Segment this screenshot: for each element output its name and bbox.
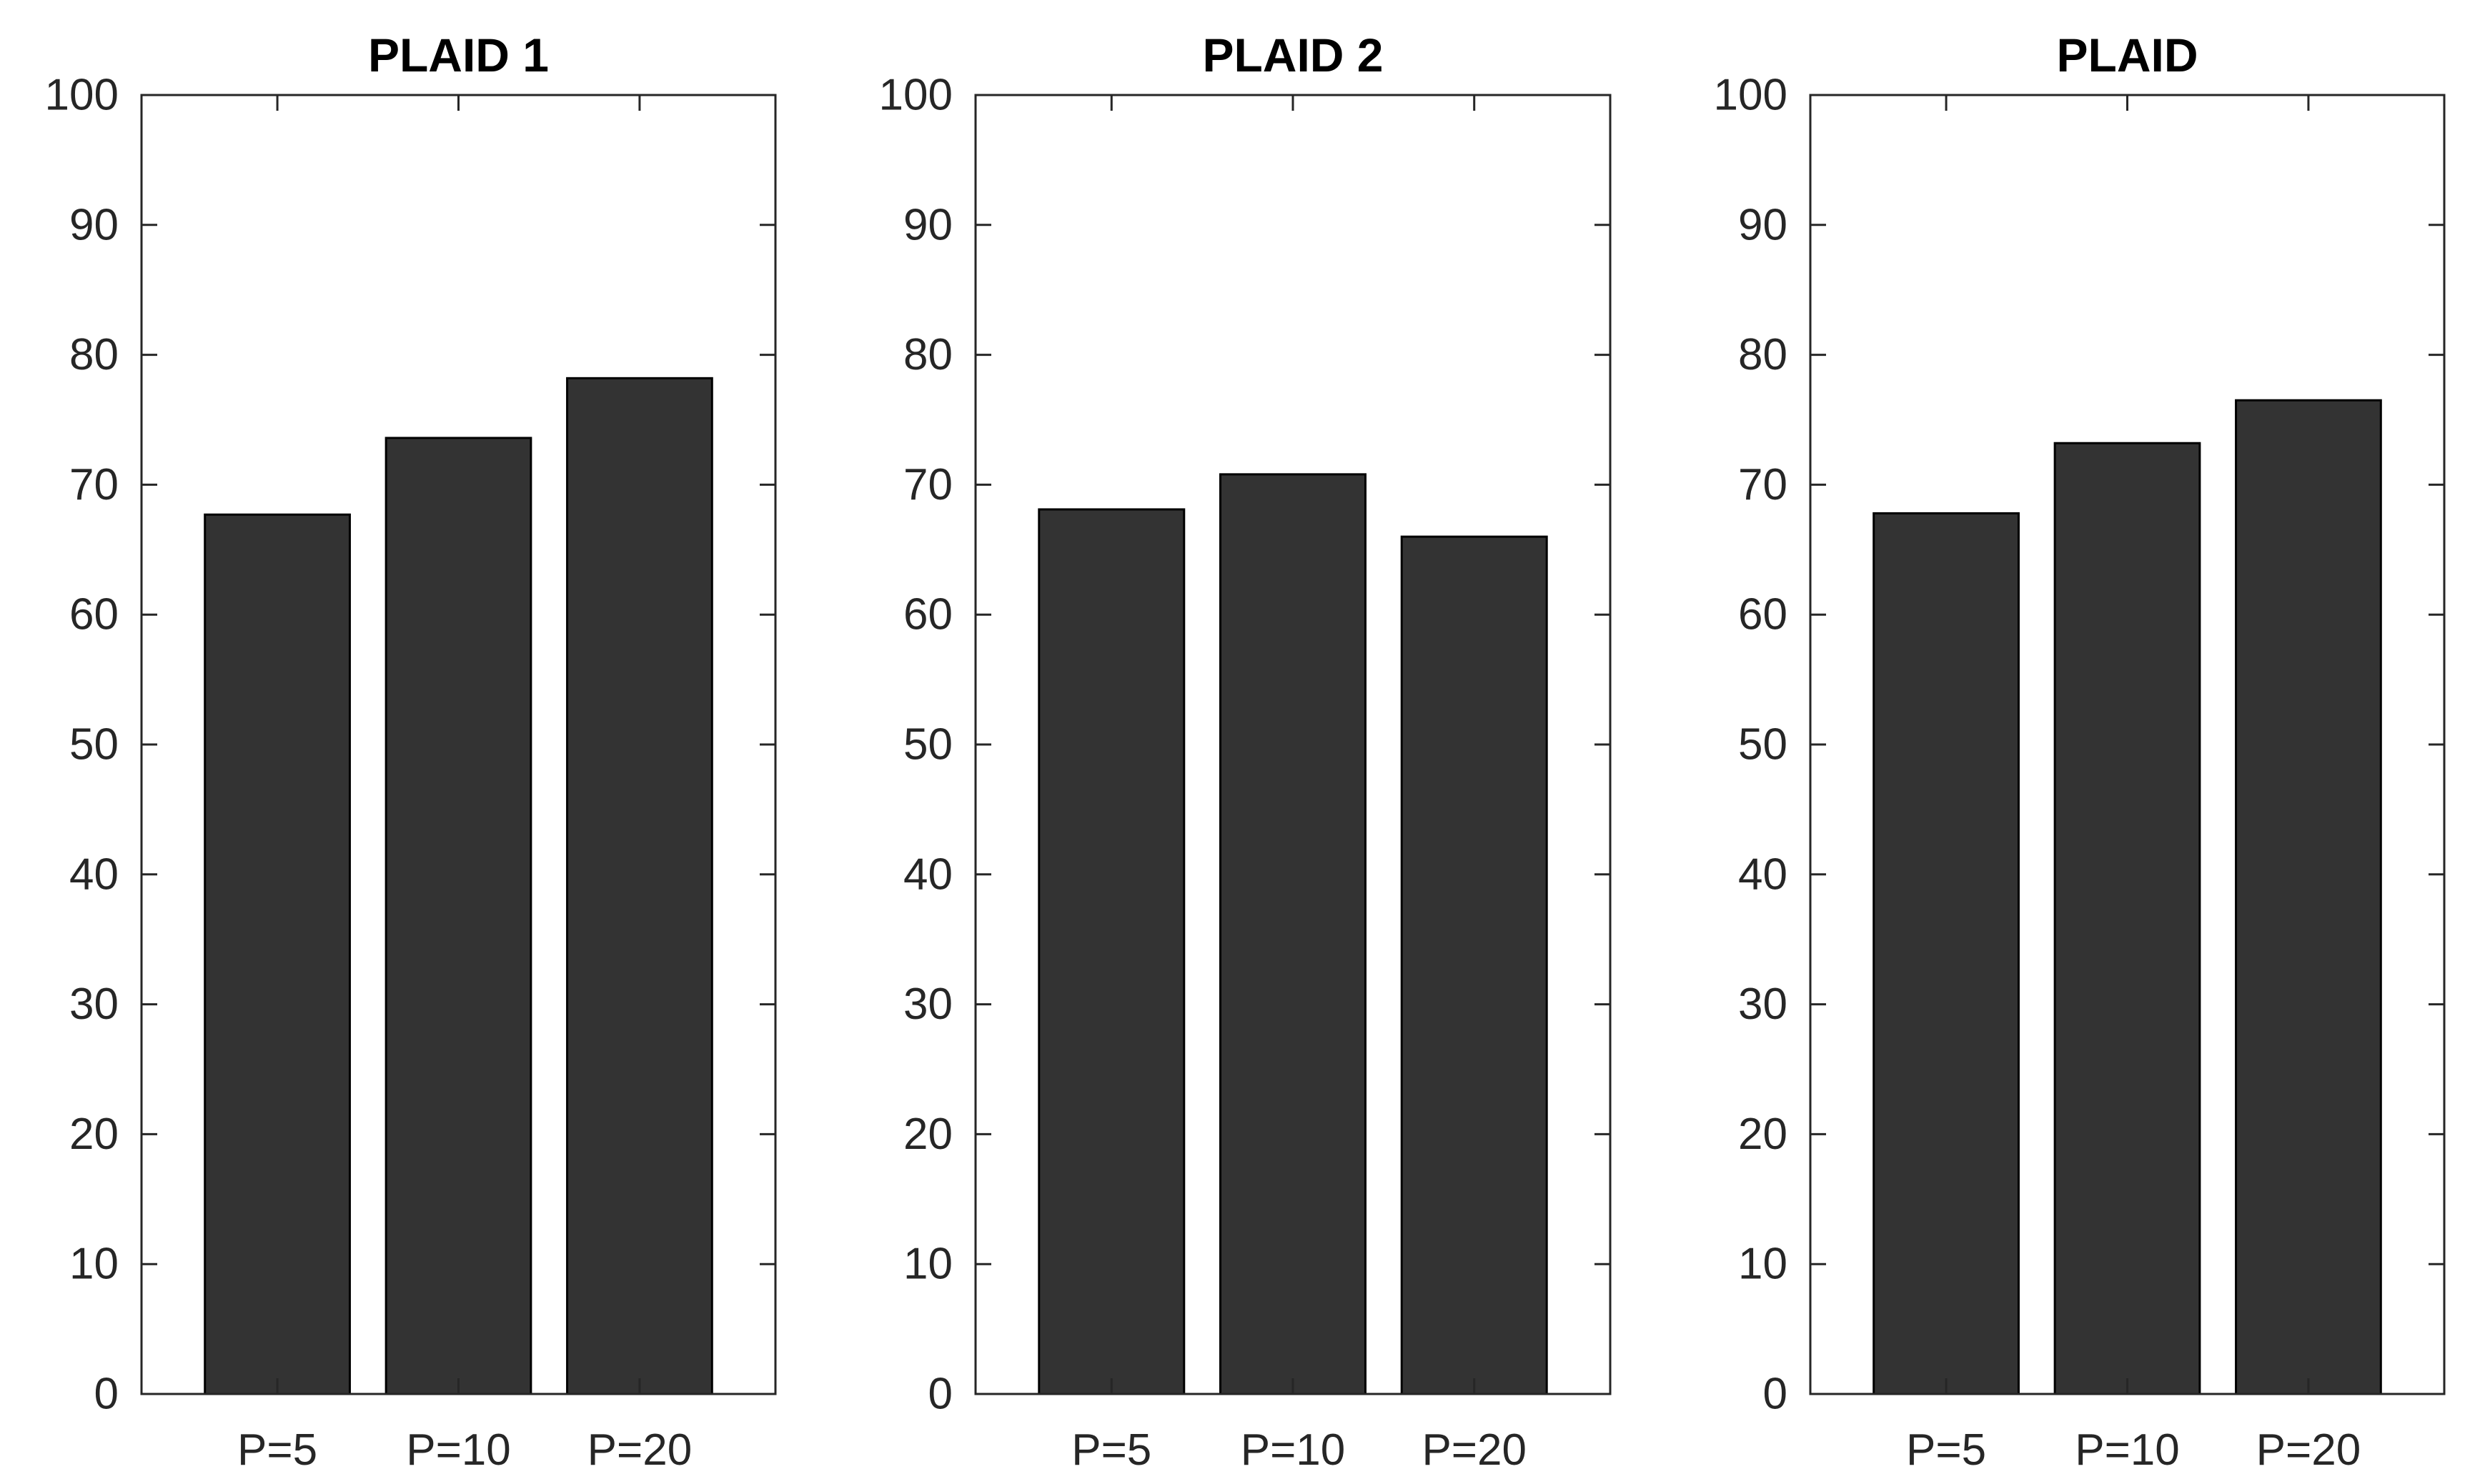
y-tick-label: 80	[903, 330, 953, 379]
y-tick-label: 0	[94, 1370, 119, 1419]
bar-p5	[1873, 512, 2020, 1395]
bar-p20	[1400, 535, 1548, 1395]
y-tick-label: 20	[69, 1110, 119, 1159]
x-tick-label: P=5	[237, 1425, 317, 1475]
bar-p5	[1038, 508, 1186, 1395]
bar-p20	[2235, 399, 2382, 1395]
bar-p10	[385, 437, 532, 1395]
chart-title: PLAID 2	[1202, 29, 1383, 81]
y-tick-label: 60	[1738, 590, 1787, 639]
y-tick-label: 60	[903, 590, 953, 639]
bar-p10	[2053, 442, 2201, 1395]
y-tick-label: 50	[69, 720, 119, 770]
x-tick-label: P=5	[1906, 1425, 1986, 1475]
bar-p20	[566, 377, 713, 1395]
y-tick-label: 100	[879, 71, 953, 120]
y-tick-label: 30	[1738, 980, 1787, 1029]
x-tick-label: P=20	[587, 1425, 693, 1475]
y-tick-label: 80	[69, 330, 119, 379]
y-tick-label: 90	[69, 200, 119, 249]
y-tick-label: 10	[903, 1240, 953, 1289]
y-tick-label: 90	[903, 200, 953, 249]
x-tick-label: P=10	[2075, 1425, 2180, 1475]
y-tick-label: 100	[1714, 71, 1787, 120]
x-tick-label: P=20	[1422, 1425, 1527, 1475]
y-tick-label: 50	[1738, 720, 1787, 770]
chart-panel-3: 0 10 20 30 40 50 60 70 80 90 100 P=5 P=10 P=20 PLAID	[1714, 29, 2446, 1475]
y-tick-label: 80	[1738, 330, 1787, 379]
chart-panel-1: 0 10 20 30 40 50 60 70 80 90 100 P=5 P=10 P=20 PLAID 1	[45, 29, 777, 1475]
chart-title: PLAID	[2057, 29, 2198, 81]
y-tick-label: 70	[1738, 460, 1787, 509]
y-tick-label: 70	[903, 460, 953, 509]
y-tick-label: 40	[903, 850, 953, 899]
y-tick-label: 90	[1738, 200, 1787, 249]
y-tick-label: 30	[69, 980, 119, 1029]
y-tick-label: 10	[1738, 1240, 1787, 1289]
x-tick-label: P=10	[406, 1425, 511, 1475]
y-tick-label: 70	[69, 460, 119, 509]
y-tick-label: 60	[69, 590, 119, 639]
y-tick-label: 100	[45, 71, 119, 120]
y-tick-label: 0	[928, 1370, 953, 1419]
y-tick-label: 20	[903, 1110, 953, 1159]
y-tick-label: 40	[1738, 850, 1787, 899]
x-tick-label: P=10	[1241, 1425, 1346, 1475]
y-tick-label: 10	[69, 1240, 119, 1289]
y-tick-label: 30	[903, 980, 953, 1029]
y-tick-label: 40	[69, 850, 119, 899]
y-tick-label: 20	[1738, 1110, 1787, 1159]
chart-title: PLAID 1	[368, 29, 549, 81]
bar-p5	[204, 513, 351, 1395]
bar-p10	[1219, 473, 1366, 1395]
y-tick-label: 50	[903, 720, 953, 770]
x-tick-label: P=5	[1071, 1425, 1151, 1475]
x-tick-label: P=20	[2256, 1425, 2361, 1475]
y-tick-label: 0	[1763, 1370, 1787, 1419]
chart-panel-2: 0 10 20 30 40 50 60 70 80 90 100 P=5 P=10 P=20 PLAID 2	[879, 29, 1612, 1475]
